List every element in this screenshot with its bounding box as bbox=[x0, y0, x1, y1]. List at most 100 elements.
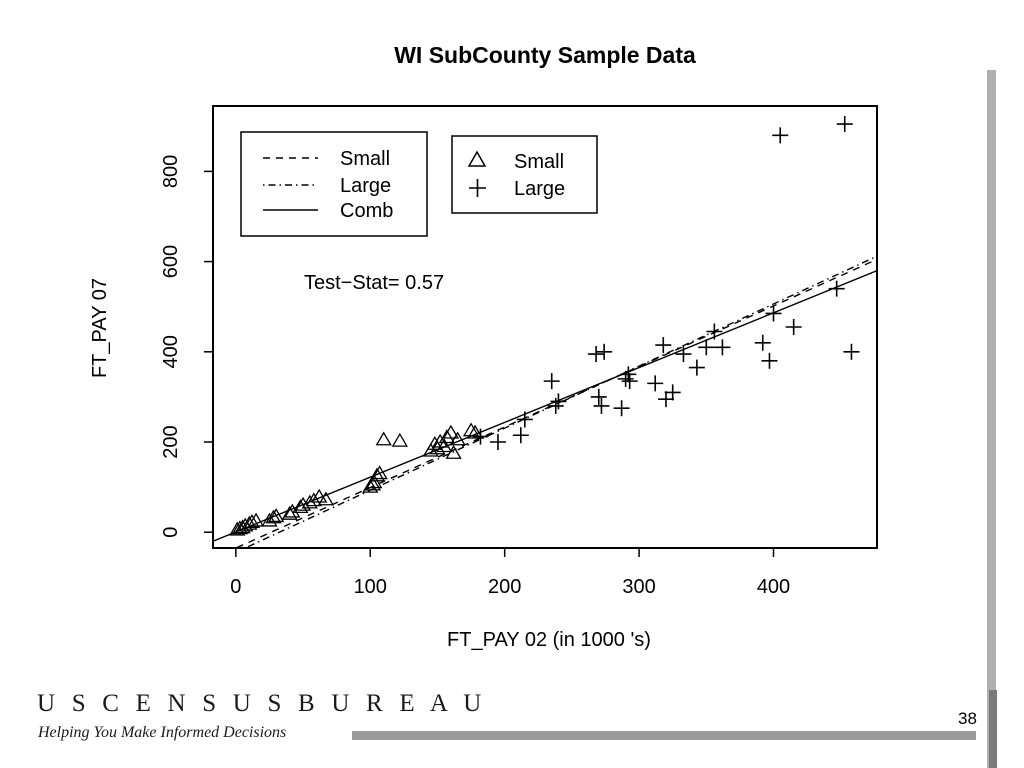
slide-number: 38 bbox=[958, 709, 977, 728]
x-tick-label-0: 0 bbox=[230, 576, 241, 598]
point-small-13 bbox=[294, 496, 312, 511]
point-large-24 bbox=[754, 334, 771, 351]
point-large-15 bbox=[647, 375, 664, 392]
point-small-25 bbox=[422, 442, 439, 457]
legend-line-large-label: Large bbox=[340, 175, 391, 197]
point-large-21 bbox=[698, 339, 715, 356]
point-small-15 bbox=[305, 492, 322, 507]
x-tick-label-4: 400 bbox=[757, 576, 790, 598]
point-small-23 bbox=[375, 431, 392, 446]
test-stat-annotation: Test−Stat= 0.57 bbox=[304, 272, 444, 294]
point-small-6 bbox=[247, 512, 265, 527]
fit-line-large bbox=[243, 255, 877, 548]
point-large-23 bbox=[714, 339, 731, 356]
point-large-8 bbox=[590, 388, 607, 405]
footer-tagline: Helping You Make Informed Decisions bbox=[38, 724, 287, 741]
point-large-19 bbox=[675, 346, 692, 363]
point-small-3 bbox=[237, 517, 254, 532]
legend-point-small-label: Small bbox=[514, 151, 564, 173]
legend-plus-marker bbox=[469, 179, 486, 197]
point-large-29 bbox=[828, 280, 845, 297]
point-large-12 bbox=[617, 370, 634, 387]
point-large-18 bbox=[664, 384, 681, 401]
point-small-31 bbox=[442, 424, 460, 439]
point-small-21 bbox=[368, 467, 386, 482]
point-large-20 bbox=[688, 359, 705, 376]
point-small-20 bbox=[366, 474, 383, 489]
point-small-9 bbox=[268, 508, 285, 523]
point-large-4 bbox=[543, 373, 560, 390]
x-tick-label-1: 100 bbox=[354, 576, 387, 598]
footer-brand: U S C E N S U S B U R E A U bbox=[37, 690, 487, 717]
point-small-32 bbox=[445, 444, 462, 459]
point-large-30 bbox=[836, 116, 853, 133]
point-small-7 bbox=[261, 512, 278, 527]
point-large-6 bbox=[550, 393, 567, 410]
y-axis: 0 200 400 600 800 bbox=[160, 155, 213, 538]
point-large-9 bbox=[593, 397, 610, 414]
point-small-17 bbox=[317, 491, 335, 506]
point-small-29 bbox=[436, 438, 453, 453]
x-axis-label: FT_PAY 02 (in 1000 's) bbox=[447, 629, 651, 651]
point-small-35 bbox=[466, 424, 484, 439]
point-small-22 bbox=[371, 465, 388, 480]
x-tick-label-2: 200 bbox=[488, 576, 521, 598]
legend-point-large-label: Large bbox=[514, 178, 565, 200]
point-small-8 bbox=[265, 509, 282, 524]
y-tick-label-4: 800 bbox=[160, 155, 182, 188]
point-small-16 bbox=[311, 488, 328, 503]
point-large-11 bbox=[613, 400, 630, 417]
point-large-14 bbox=[621, 373, 638, 390]
series-large bbox=[472, 116, 860, 451]
point-large-3 bbox=[516, 411, 533, 428]
y-tick-label-0: 0 bbox=[160, 527, 182, 538]
point-large-1 bbox=[489, 434, 506, 451]
point-large-0 bbox=[472, 428, 489, 445]
point-small-27 bbox=[429, 440, 446, 455]
point-large-13 bbox=[620, 366, 637, 383]
point-small-18 bbox=[362, 478, 379, 493]
plot-frame bbox=[212, 105, 878, 549]
right-decor-bar bbox=[989, 690, 997, 768]
y-tick-label-3: 600 bbox=[160, 245, 182, 278]
point-small-5 bbox=[243, 514, 261, 528]
point-large-16 bbox=[655, 337, 672, 354]
point-large-31 bbox=[843, 343, 860, 360]
point-large-2 bbox=[512, 427, 529, 444]
fit-lines bbox=[213, 255, 877, 548]
point-large-27 bbox=[772, 127, 789, 144]
point-small-11 bbox=[284, 503, 301, 518]
y-tick-label-1: 200 bbox=[160, 425, 182, 458]
data-points bbox=[229, 116, 860, 536]
point-small-33 bbox=[449, 431, 466, 446]
point-large-22 bbox=[706, 323, 723, 340]
point-large-28 bbox=[785, 319, 802, 335]
point-large-10 bbox=[596, 343, 613, 360]
point-large-26 bbox=[765, 305, 782, 322]
x-axis: 0 100 200 300 400 bbox=[230, 548, 790, 598]
point-small-24 bbox=[391, 432, 408, 447]
point-large-5 bbox=[547, 397, 564, 414]
y-tick-label-2: 400 bbox=[160, 335, 182, 368]
footer-rule bbox=[352, 731, 976, 740]
chart-title: WI SubCounty Sample Data bbox=[394, 42, 696, 68]
point-small-0 bbox=[229, 521, 246, 536]
point-small-4 bbox=[241, 515, 258, 530]
legend-triangle-marker bbox=[467, 150, 487, 167]
point-large-17 bbox=[657, 391, 674, 408]
y-axis-label: FT_PAY 07 bbox=[89, 278, 111, 378]
point-large-7 bbox=[588, 346, 605, 363]
points-legend: Small Large bbox=[451, 135, 598, 214]
fit-line-small bbox=[234, 258, 877, 548]
point-small-10 bbox=[281, 505, 298, 520]
series-small bbox=[229, 422, 484, 536]
point-large-25 bbox=[761, 352, 778, 369]
legend-line-comb-label: Comb bbox=[340, 200, 393, 222]
point-small-30 bbox=[438, 429, 456, 444]
point-small-34 bbox=[462, 422, 480, 437]
legend-line-small-label: Small bbox=[340, 148, 390, 170]
x-tick-label-3: 300 bbox=[622, 576, 655, 598]
lines-legend: Small Large Comb bbox=[240, 131, 428, 237]
